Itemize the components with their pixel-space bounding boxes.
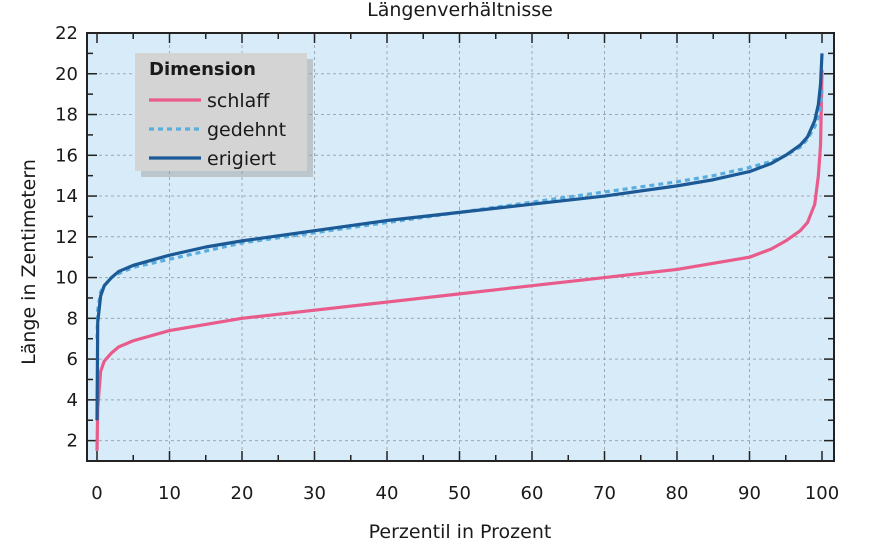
y-tick-label: 14: [55, 186, 78, 207]
legend-label-gedehnt: gedehnt: [207, 119, 286, 141]
y-tick-label: 10: [55, 268, 78, 289]
legend-label-schlaff: schlaff: [207, 90, 270, 112]
y-tick-label: 18: [55, 105, 78, 126]
x-tick-label: 10: [158, 483, 181, 504]
y-tick-label: 16: [55, 145, 78, 166]
y-tick-label: 20: [55, 64, 78, 85]
legend: Dimension schlaff gedehnt erigiert: [135, 53, 313, 177]
x-tick-label: 60: [521, 483, 544, 504]
x-tick-label: 100: [805, 483, 839, 504]
legend-label-erigiert: erigiert: [207, 148, 276, 170]
x-tick-label: 0: [91, 483, 102, 504]
x-axis-title: Perzentil in Prozent: [369, 521, 552, 540]
y-tick-label: 22: [55, 23, 78, 44]
y-axis-title: Länge in Zentimetern: [18, 159, 40, 365]
x-tick-label: 80: [666, 483, 689, 504]
series-line-erigiert: [95, 53, 824, 421]
series-line-schlaff: [95, 69, 824, 451]
y-tick-label: 4: [67, 390, 78, 411]
x-tick-label: 30: [303, 483, 326, 504]
x-tick-label: 40: [376, 483, 399, 504]
chart-title: Längenverhältnisse: [367, 0, 553, 21]
x-tick-label: 50: [448, 483, 471, 504]
x-tick-label: 70: [593, 483, 616, 504]
y-tick-label: 8: [67, 308, 78, 329]
y-tick-label: 2: [67, 431, 78, 452]
x-tick-label: 90: [738, 483, 761, 504]
y-tick-label: 12: [55, 227, 78, 248]
legend-box: [135, 53, 307, 171]
plot-frame: [86, 32, 835, 462]
legend-title: Dimension: [149, 59, 256, 80]
y-tick-label: 6: [67, 349, 78, 370]
x-tick-label: 20: [231, 483, 254, 504]
